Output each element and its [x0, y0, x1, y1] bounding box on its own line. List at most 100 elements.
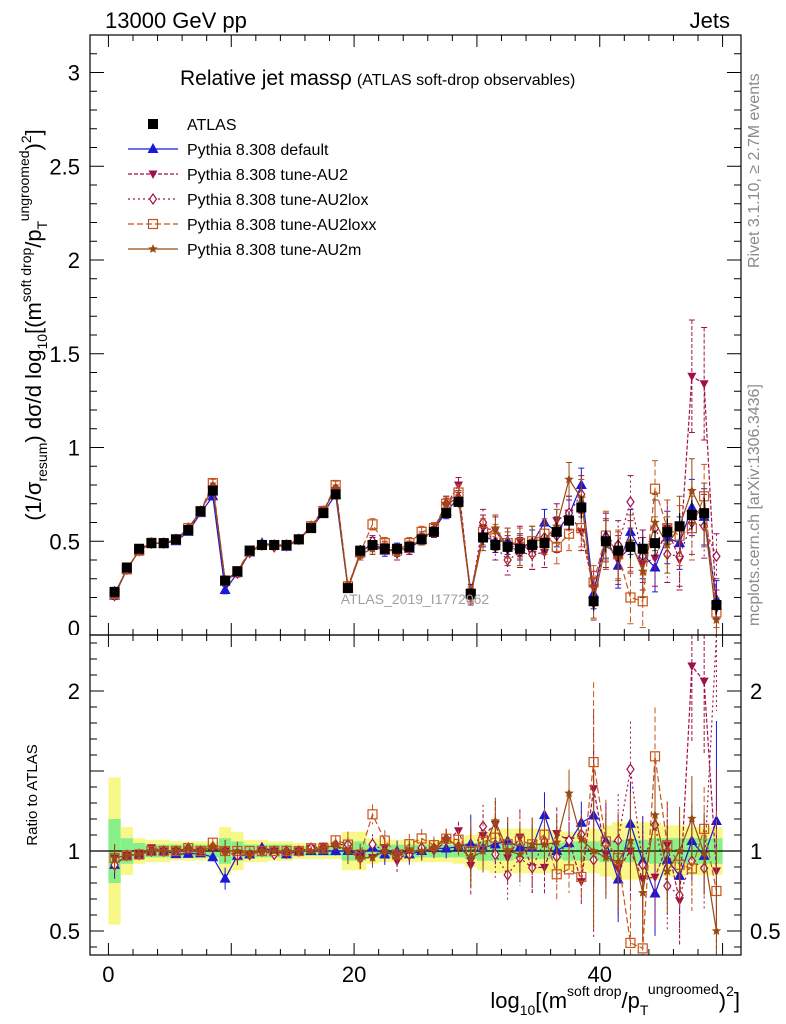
y-tick-label: 2.5 — [49, 154, 80, 179]
data-marker — [490, 523, 501, 533]
data-marker — [539, 839, 550, 849]
data-marker — [306, 846, 316, 856]
legend-label: ATLAS — [187, 117, 237, 134]
data-marker — [637, 566, 648, 576]
main-panel-curves — [109, 319, 722, 636]
data-marker — [527, 839, 537, 849]
data-marker — [244, 545, 255, 556]
legend-entry: Pythia 8.308 default — [128, 142, 329, 159]
data-marker — [342, 583, 353, 594]
ratio-pythia-8-308-tune-au2 — [110, 635, 721, 955]
legend-entry: ATLAS — [148, 117, 237, 134]
data-marker — [281, 540, 292, 550]
legend-label: Pythia 8.308 default — [187, 142, 329, 159]
xlabel-part: /p — [622, 988, 640, 1013]
data-marker — [170, 534, 181, 545]
data-marker — [147, 218, 159, 230]
data-marker — [478, 532, 489, 543]
ylabel-part: 2 — [18, 135, 34, 143]
legend-label: Pythia 8.308 tune-AU2m — [187, 242, 361, 259]
data-marker — [244, 849, 255, 859]
ratio-pythia-8-308-tune-au2lox — [110, 634, 718, 940]
data-marker — [134, 543, 145, 554]
data-marker — [465, 588, 476, 599]
data-marker — [699, 508, 710, 519]
data-marker — [367, 852, 378, 862]
data-marker — [219, 872, 231, 883]
data-marker — [404, 846, 415, 856]
xlabel-part: ) — [719, 988, 726, 1013]
data-marker — [207, 485, 218, 496]
y-tick-label: 3 — [68, 61, 80, 86]
data-marker — [687, 485, 697, 495]
legend-entry: Pythia 8.308 tune-AU2lox — [128, 192, 368, 209]
data-marker — [576, 871, 587, 882]
data-marker — [330, 483, 341, 493]
x-axis-label: log10[(msoft drop/pTungroomed)2] — [490, 981, 740, 1018]
data-marker — [600, 536, 611, 547]
data-marker — [626, 763, 635, 776]
data-marker — [564, 474, 574, 484]
legend: ATLAS Pythia 8.308 default Pythia 8.308 tu… — [128, 117, 376, 259]
x-tick-label: 40 — [588, 962, 612, 987]
data-marker — [712, 550, 721, 563]
x-tick-label: 20 — [342, 962, 366, 987]
data-marker — [527, 540, 538, 550]
ratio-panel-curves — [90, 634, 741, 955]
data-marker — [699, 380, 709, 389]
data-marker — [625, 541, 636, 552]
ratio-y-tick-label: 2 — [68, 679, 80, 704]
data-marker — [355, 853, 365, 863]
data-marker — [330, 489, 341, 500]
data-marker — [551, 526, 562, 537]
data-marker — [625, 592, 636, 603]
xlabel-part: ungroomed — [648, 981, 719, 997]
data-marker — [318, 508, 329, 519]
ylabel-part: 10 — [34, 334, 50, 350]
data-marker — [158, 846, 169, 856]
data-marker — [502, 846, 513, 856]
data-marker — [649, 483, 661, 494]
data-marker — [269, 540, 280, 550]
data-marker — [404, 541, 415, 552]
data-marker — [687, 813, 697, 823]
x-tick-label: 0 — [102, 962, 114, 987]
data-marker — [379, 543, 390, 554]
data-marker — [294, 846, 304, 856]
data-marker — [269, 846, 279, 856]
ratio-pythia-8-308-tune-au2loxx — [109, 682, 722, 955]
legend-entry: Pythia 8.308 tune-AU2 — [128, 167, 348, 184]
data-marker — [674, 846, 685, 856]
xlabel-part: soft drop — [567, 983, 622, 999]
data-marker — [637, 943, 648, 954]
y-tick-label: 0.5 — [49, 529, 80, 554]
data-marker — [539, 538, 550, 549]
y-tick-label-zero: 0 — [68, 616, 80, 641]
data-marker — [699, 848, 709, 858]
data-marker — [662, 526, 673, 537]
ratio-y-tick-label-right: 2 — [750, 679, 762, 704]
data-marker — [613, 856, 623, 866]
xlabel-part: 10 — [520, 1002, 536, 1018]
data-marker — [466, 853, 476, 863]
xlabel-part: [(m — [535, 988, 567, 1013]
data-marker — [219, 584, 231, 594]
data-marker — [576, 502, 587, 513]
data-marker — [711, 600, 722, 610]
data-marker — [121, 562, 132, 573]
ylabel-part: soft drop — [18, 247, 34, 302]
data-marker — [650, 873, 660, 883]
data-marker — [281, 846, 292, 856]
data-marker — [515, 849, 525, 859]
data-marker — [416, 846, 427, 856]
data-marker — [306, 523, 317, 534]
ylabel-part: T — [34, 220, 50, 229]
ylabel-part: ] — [21, 129, 46, 135]
data-marker — [687, 662, 697, 671]
data-marker — [183, 843, 194, 853]
data-marker — [380, 846, 390, 856]
ratio-pythia-8-308-tune-au2m — [109, 766, 722, 955]
data-marker — [674, 521, 685, 532]
data-marker — [171, 846, 181, 856]
data-marker — [563, 864, 575, 875]
